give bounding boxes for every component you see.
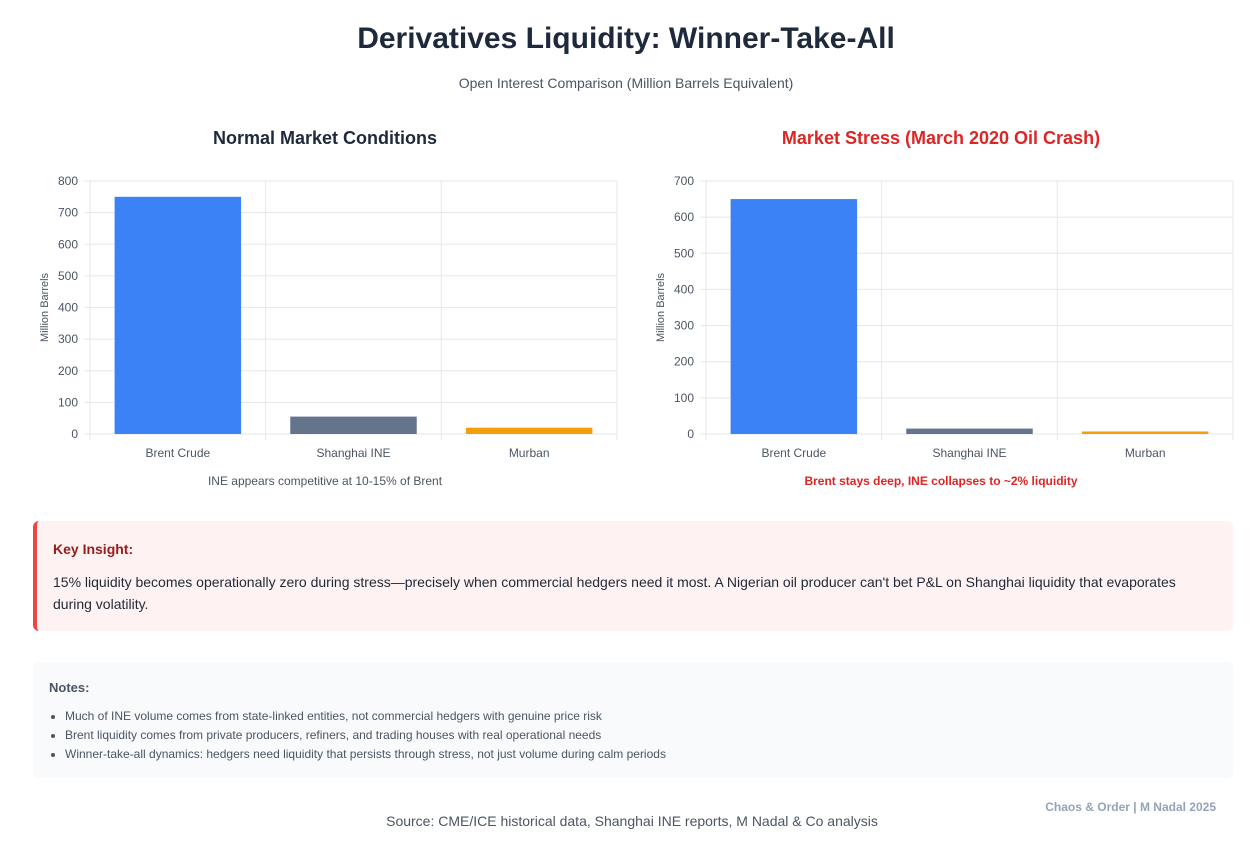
y-tick-label: 500: [58, 269, 78, 283]
bar-chart-stress: 0 100 200 300 400 500 600 700 Brent Crude Shangha…: [655, 174, 1234, 460]
x-tick-label: Murban: [509, 446, 550, 460]
y-tick-label: 0: [687, 427, 694, 441]
y-tick-label: 400: [674, 282, 694, 296]
y-tick-label: 100: [674, 391, 694, 405]
chart-title: Market Stress (March 2020 Oil Crash): [781, 128, 1101, 148]
bar-shanghai-ine: [906, 428, 1033, 434]
y-tick-label: 300: [58, 332, 78, 346]
chart-title: Normal Market Conditions: [212, 128, 438, 148]
insight-title: Key Insight:: [53, 541, 134, 557]
note-item: Winner-take-all dynamics: hedgers need l…: [65, 745, 1217, 764]
y-tick-label: 300: [674, 319, 694, 333]
bar-shanghai-ine: [290, 416, 417, 434]
x-tick-label: Brent Crude: [761, 446, 826, 460]
y-tick-label: 700: [674, 174, 694, 188]
y-tick-label: 700: [58, 206, 78, 220]
notes-title: Notes:: [49, 680, 90, 695]
bar-chart-normal: 0 100 200 300 400 500 600 700 800 Brent Crude Shan…: [39, 174, 618, 460]
chart-caption: INE appears competitive at 10-15% of Bre…: [207, 474, 443, 488]
y-axis-label: Million Barrels: [39, 272, 51, 342]
page-subtitle: Open Interest Comparison (Million Barrel…: [458, 75, 794, 91]
bar-brent-crude: [114, 196, 242, 434]
notes-box: Notes: Much of INE volume comes from sta…: [33, 662, 1233, 778]
y-tick-label: 800: [58, 174, 78, 188]
y-tick-label: 400: [58, 301, 78, 315]
x-tick-label: Murban: [1125, 446, 1166, 460]
notes-list: Much of INE volume comes from state-link…: [49, 707, 1217, 764]
brand-credit: Chaos & Order | M Nadal 2025: [1045, 800, 1216, 814]
x-tick-label: Brent Crude: [145, 446, 210, 460]
y-tick-label: 0: [71, 427, 78, 441]
chart-caption: Brent stays deep, INE collapses to ~2% l…: [804, 474, 1078, 488]
note-item: Brent liquidity comes from private produ…: [65, 726, 1217, 745]
bar-murban: [1081, 431, 1209, 434]
y-tick-label: 200: [58, 364, 78, 378]
y-tick-label: 500: [674, 246, 694, 260]
y-tick-label: 600: [58, 237, 78, 251]
bar-murban: [465, 427, 593, 434]
source-note: Source: CME/ICE historical data, Shangha…: [386, 813, 878, 829]
bar-brent-crude: [730, 199, 858, 434]
insight-body: 15% liquidity becomes operationally zero…: [53, 574, 1176, 612]
x-tick-label: Shanghai INE: [316, 446, 390, 460]
y-tick-label: 600: [674, 210, 694, 224]
page-title: Derivatives Liquidity: Winner-Take-All: [357, 22, 895, 55]
y-tick-label: 100: [58, 395, 78, 409]
note-item: Much of INE volume comes from state-link…: [65, 707, 1217, 726]
y-axis-label: Million Barrels: [655, 272, 667, 342]
chart-panel-normal: Normal Market Conditions 0 100 200 300 400 50…: [25, 128, 625, 498]
x-tick-label: Shanghai INE: [932, 446, 1006, 460]
chart-panel-stress: Market Stress (March 2020 Oil Crash) 0 10…: [641, 128, 1241, 498]
y-tick-label: 200: [674, 355, 694, 369]
key-insight-box: Key Insight: 15% liquidity becomes opera…: [33, 521, 1233, 631]
